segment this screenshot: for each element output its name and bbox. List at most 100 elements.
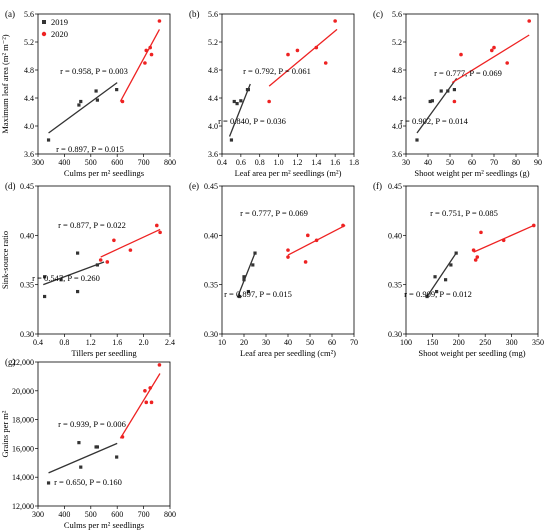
data-point-2020	[459, 52, 463, 57]
data-point-2020	[105, 260, 110, 264]
data-point-2020	[492, 45, 496, 50]
fit-line-2019	[228, 83, 251, 137]
x-tick-label: 1.4	[311, 158, 321, 167]
legend-marker	[41, 31, 47, 37]
fit-line-2019	[426, 252, 457, 297]
x-tick-label: 50	[446, 158, 454, 167]
x-tick-label: 1.2	[86, 338, 96, 347]
x-tick-label: 800	[164, 158, 176, 167]
y-tick-label: 4.4	[208, 94, 218, 103]
data-point-2019	[435, 289, 439, 294]
data-point-2019	[77, 103, 81, 107]
x-tick-label: 2.4	[165, 338, 175, 347]
data-point-2019	[79, 465, 83, 469]
fit-line-2020	[100, 228, 161, 258]
stat-annotation: r = 0.902, P = 0.014	[400, 116, 469, 126]
data-point-2020	[306, 233, 310, 238]
x-tick-label: 70	[350, 338, 358, 347]
plot-frame	[405, 185, 539, 335]
panel-label: (c)	[373, 9, 383, 19]
x-tick-label: 10	[218, 338, 226, 347]
data-point-2020	[144, 48, 149, 53]
stat-annotation: r = 0.897, P = 0.015	[224, 289, 292, 299]
y-tick-label: 0.30	[20, 330, 34, 339]
x-axis-title: Leaf area per m² seedlings (m²)	[235, 168, 342, 178]
y-tick-label: 22,000	[12, 358, 34, 367]
y-axis-title: Maximum leaf area (m² m⁻²)	[0, 34, 10, 133]
data-point-2019	[251, 263, 255, 267]
stat-annotation: r = 0.840, P = 0.036	[218, 116, 286, 126]
plot-frame	[37, 361, 171, 507]
data-point-2020	[333, 19, 337, 23]
panel-label: (d)	[5, 181, 16, 191]
data-point-2019	[242, 278, 246, 282]
x-tick-label: 70	[490, 158, 498, 167]
x-tick-label: 40	[424, 158, 432, 167]
fit-line-2019	[43, 261, 105, 286]
data-point-2020	[148, 386, 152, 390]
data-point-2020	[149, 400, 154, 405]
x-tick-label: 700	[138, 158, 150, 167]
x-tick-label: 0.6	[236, 158, 246, 167]
stat-annotation: r = 0.751, P = 0.085	[430, 208, 498, 218]
data-point-2019	[115, 88, 119, 92]
y-tick-label: 3.6	[208, 150, 218, 159]
data-point-2019	[439, 89, 443, 93]
data-point-2019	[238, 294, 242, 299]
y-tick-label: 4.8	[392, 66, 402, 75]
data-point-2020	[157, 19, 162, 23]
data-point-2019	[444, 278, 448, 282]
x-tick-label: 100	[400, 338, 412, 347]
x-tick-label: 200	[453, 338, 465, 347]
data-point-2019	[246, 88, 250, 92]
x-axis-title: Shoot weight per seedling (mg)	[418, 348, 525, 358]
data-point-2020	[98, 258, 103, 262]
data-point-2020	[143, 61, 147, 65]
data-point-2020	[473, 258, 478, 262]
x-tick-label: 60	[328, 338, 336, 347]
data-point-2019	[77, 441, 81, 445]
data-point-2019	[433, 275, 437, 279]
fit-line-2019	[48, 82, 118, 134]
data-point-2019	[43, 294, 47, 299]
y-tick-label: 4.0	[208, 122, 218, 131]
data-point-2020	[527, 19, 531, 23]
data-point-2020	[143, 389, 147, 393]
data-point-2020	[286, 52, 290, 57]
stat-annotation: r = 0.650, P = 0.160	[54, 477, 122, 487]
data-point-2019	[76, 251, 80, 255]
data-point-2019	[428, 99, 432, 104]
y-tick-label: 4.0	[24, 122, 34, 131]
x-tick-label: 600	[111, 510, 123, 519]
legend-label: 2019	[51, 17, 68, 27]
y-tick-label: 12,000	[12, 502, 34, 511]
data-point-2019	[46, 481, 51, 485]
chart-panel-6: 100 150 200 250 300 350 0.30 0.35 0.40 0.45 Shoot …	[373, 181, 544, 358]
y-tick-label: 0.40	[204, 231, 218, 240]
stat-annotation: r = 0.958, P = 0.003	[60, 66, 128, 76]
y-tick-label: 5.2	[392, 38, 402, 47]
y-tick-label: 3.6	[392, 150, 402, 159]
y-tick-label: 16,000	[12, 444, 34, 453]
fit-line-2020	[268, 28, 338, 87]
x-axis-title: Shoot weight per m² seedlings (g)	[414, 168, 529, 178]
fit-line-2020	[119, 29, 161, 102]
x-tick-label: 90	[534, 158, 542, 167]
data-point-2019	[446, 89, 450, 93]
data-point-2019	[235, 102, 239, 106]
y-tick-label: 5.6	[208, 10, 218, 19]
x-tick-label: 2.0	[139, 338, 149, 347]
data-point-2019	[46, 138, 51, 142]
x-tick-label: 1.0	[274, 158, 284, 167]
fit-line-2019	[236, 252, 256, 298]
data-point-2019	[239, 99, 243, 103]
x-axis-title: Culms per m² seedlings	[64, 520, 144, 530]
panel-label: (b)	[189, 9, 200, 19]
data-point-2019	[246, 289, 250, 294]
x-axis-title: Leaf area per seedling (cm²)	[240, 348, 336, 358]
data-point-2020	[303, 260, 308, 264]
y-tick-label: 0.30	[204, 330, 218, 339]
data-point-2019	[95, 445, 99, 449]
data-point-2020	[157, 363, 162, 367]
data-point-2020	[505, 61, 510, 65]
